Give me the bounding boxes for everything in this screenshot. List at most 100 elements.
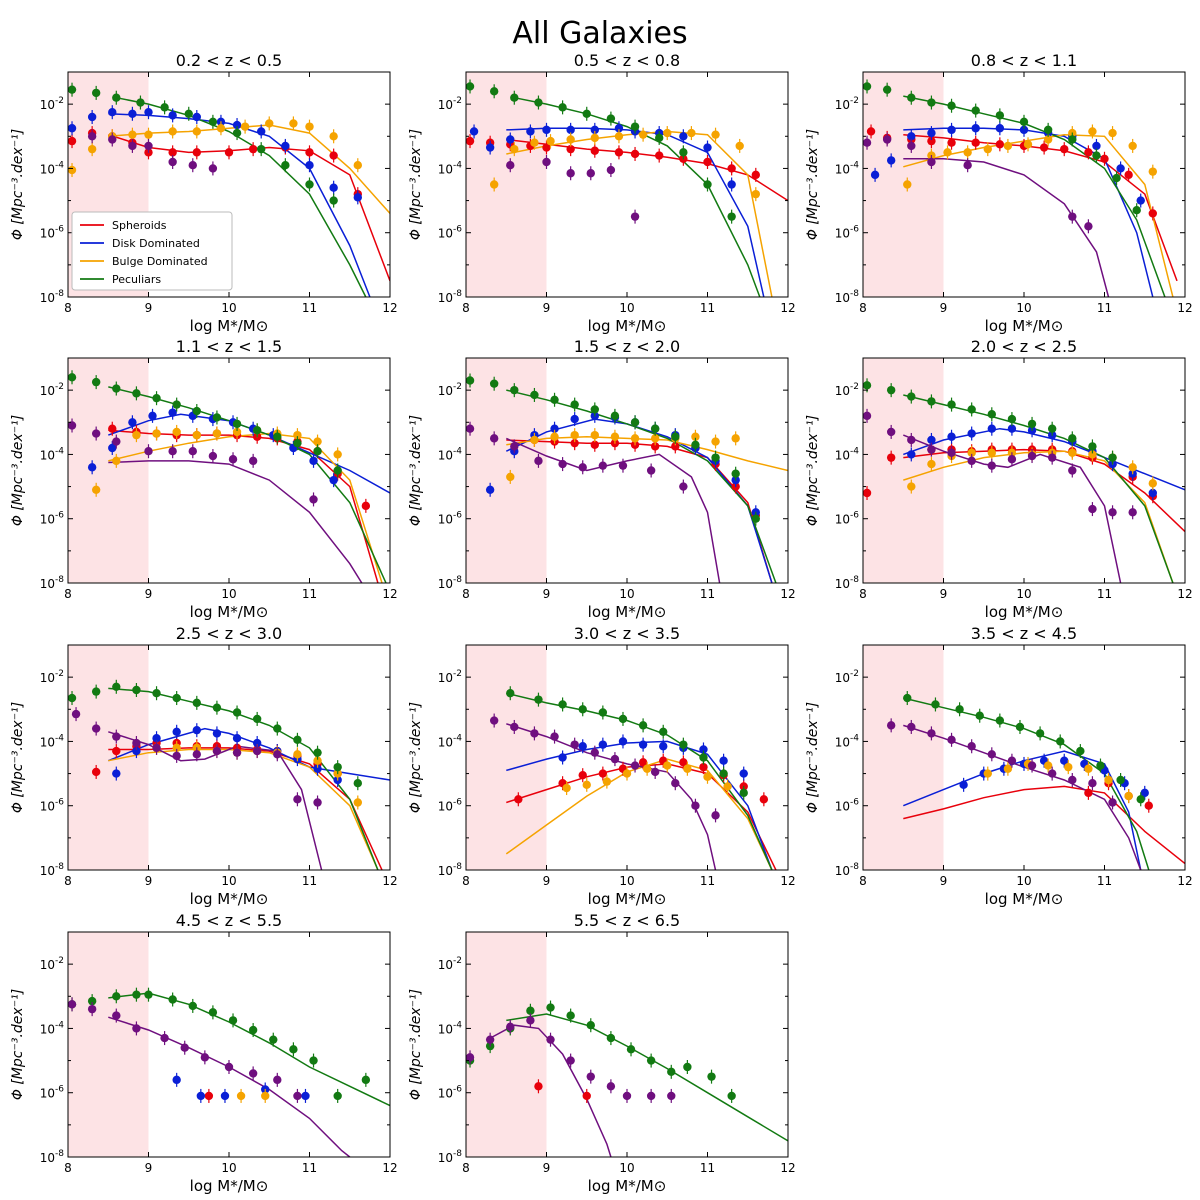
data-point-peculiars — [1092, 151, 1101, 160]
data-point-disk-dominated — [927, 435, 936, 445]
data-point-bulge-dominated — [289, 119, 298, 128]
subplot-title: 0.5 < z < 0.8 — [574, 51, 680, 70]
data-point-peculiars — [598, 708, 608, 717]
x-tick-label: 8 — [859, 587, 867, 601]
data-point-unclassified — [168, 447, 177, 456]
data-point-bulge-dominated — [987, 448, 996, 458]
data-point-peculiars — [606, 1033, 616, 1043]
data-point-peculiars — [172, 400, 181, 409]
data-point-peculiars — [903, 693, 912, 703]
data-point-peculiars — [136, 98, 145, 107]
y-tick-label: 10-6 — [835, 225, 860, 241]
data-point-bulge-dominated — [506, 472, 515, 482]
data-point-peculiars — [582, 109, 591, 118]
legend-label: Peculiars — [112, 273, 161, 286]
data-point-disk-dominated — [172, 727, 181, 736]
fit-curve-unclassified — [505, 437, 721, 583]
data-point-spheroids — [598, 769, 608, 778]
data-point-peculiars — [987, 410, 996, 419]
data-point-disk-dominated — [132, 746, 141, 756]
data-point-bulge-dominated — [265, 119, 274, 128]
data-point-peculiars — [526, 1006, 535, 1015]
data-point-spheroids — [224, 148, 234, 157]
subplot-1: 0.2 < z < 0.5 8 9 10 11 12 10-8 10-6 10-4 10-2 log… — [10, 51, 398, 335]
data-point-spheroids — [679, 758, 688, 767]
y-tick-label: 10-6 — [835, 798, 860, 814]
data-point-bulge-dominated — [192, 430, 201, 440]
data-point-disk-dominated — [1060, 756, 1069, 765]
x-tick-label: 12 — [780, 301, 795, 315]
legend-label: Disk Dominated — [112, 237, 200, 250]
data-point-spheroids — [614, 148, 624, 157]
data-point-bulge-dominated — [663, 761, 672, 770]
data-point-spheroids — [886, 453, 896, 462]
subplot-title: 2.5 < z < 3.0 — [176, 624, 282, 643]
data-point-bulge-dominated — [1088, 127, 1097, 136]
data-point-bulge-dominated — [489, 180, 499, 189]
data-point-unclassified — [1007, 756, 1017, 765]
x-tick-label: 12 — [1177, 587, 1192, 601]
incomplete-region — [466, 932, 547, 1157]
data-point-spheroids — [759, 795, 769, 804]
data-point-unclassified — [907, 141, 916, 151]
data-point-peculiars — [1112, 173, 1121, 183]
data-point-unclassified — [534, 456, 543, 466]
data-point-peculiars — [659, 727, 668, 736]
data-point-bulge-dominated — [240, 122, 250, 131]
data-point-peculiars — [289, 1045, 298, 1054]
data-point-unclassified — [987, 461, 996, 470]
data-point-bulge-dominated — [313, 437, 322, 446]
data-point-unclassified — [862, 411, 872, 421]
data-point-peculiars — [975, 711, 984, 720]
data-point-spheroids — [465, 136, 475, 146]
data-point-disk-dominated — [719, 756, 728, 765]
fit-curve-peculiars — [514, 96, 761, 297]
data-point-bulge-dominated — [192, 127, 201, 136]
data-point-bulge-dominated — [212, 429, 222, 438]
data-point-disk-dominated — [252, 738, 262, 748]
data-point-peculiars — [232, 128, 242, 138]
data-point-bulge-dominated — [691, 432, 700, 441]
x-tick-label: 10 — [619, 1161, 634, 1175]
data-point-bulge-dominated — [1068, 448, 1077, 458]
data-point-spheroids — [1084, 788, 1093, 798]
data-point-bulge-dominated — [172, 427, 181, 437]
data-point-peculiars — [707, 1072, 716, 1081]
y-tick-label: 10-6 — [438, 225, 463, 241]
data-point-disk-dominated — [112, 769, 121, 778]
data-point-peculiars — [248, 1025, 258, 1035]
data-point-spheroids — [91, 767, 101, 777]
data-point-unclassified — [91, 429, 101, 438]
x-axis-label: log M*/M⊙ — [588, 890, 667, 908]
x-tick-label: 11 — [1097, 587, 1112, 601]
data-point-disk-dominated — [67, 124, 77, 133]
incomplete-region — [466, 72, 547, 297]
y-axis-label: Φ [Mpc⁻³.dex⁻¹] — [805, 129, 821, 240]
data-point-bulge-dominated — [907, 482, 916, 491]
data-point-peculiars — [361, 1075, 371, 1085]
data-point-spheroids — [947, 138, 956, 147]
data-point-peculiars — [590, 405, 599, 414]
data-point-bulge-dominated — [216, 124, 226, 133]
data-point-bulge-dominated — [1104, 775, 1113, 785]
data-point-unclassified — [618, 461, 628, 470]
y-tick-label: 10-4 — [40, 160, 65, 176]
x-axis-label: log M*/M⊙ — [190, 1177, 269, 1195]
data-point-spheroids — [1124, 170, 1133, 180]
data-point-peculiars — [152, 689, 161, 698]
subplot-2: 0.5 < z < 0.8 8 9 10 11 12 10-8 10-6 10-4 10-2 log… — [408, 51, 796, 335]
data-point-disk-dominated — [598, 740, 608, 749]
data-point-peculiars — [638, 721, 648, 730]
data-point-unclassified — [546, 1035, 555, 1044]
data-point-bulge-dominated — [570, 430, 579, 440]
data-point-peculiars — [927, 397, 936, 406]
x-tick-label: 12 — [780, 1161, 795, 1175]
data-point-spheroids — [361, 501, 371, 511]
data-point-peculiars — [626, 1045, 636, 1054]
x-axis-label: log M*/M⊙ — [190, 603, 269, 621]
y-tick-label: 10-6 — [40, 225, 65, 241]
y-tick-label: 10-6 — [40, 798, 65, 814]
data-point-unclassified — [711, 811, 720, 820]
subplot-7: 2.5 < z < 3.0 8 9 10 11 12 10-8 10-6 10-4 10-2 log… — [10, 624, 398, 908]
